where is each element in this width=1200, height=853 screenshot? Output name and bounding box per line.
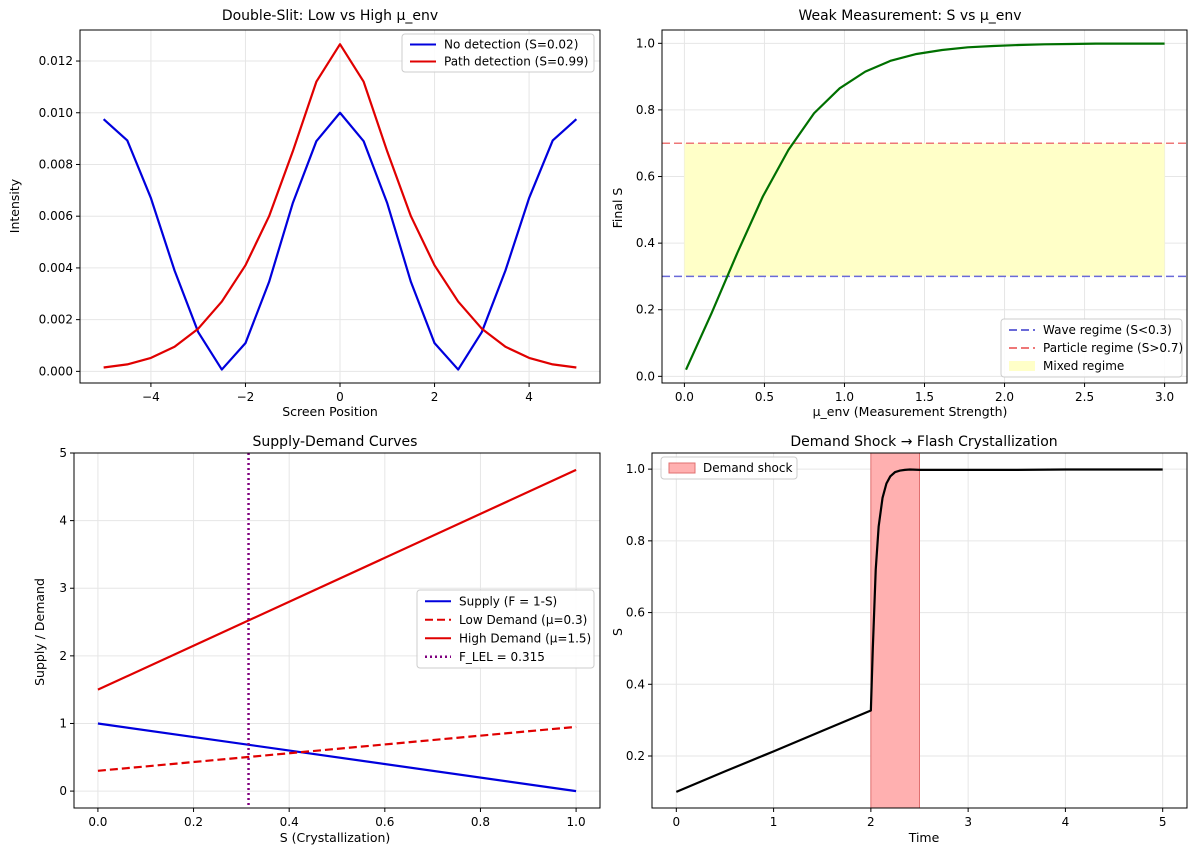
y-tick-label: 0.0 [636,369,655,383]
x-tick-label: 0.2 [184,815,203,829]
demand-shock-panel: Demand Shock → Flash Crystallization Tim… [610,434,1188,845]
legend-label: Mixed regime [1043,359,1124,373]
x-tick-label: 3 [964,815,972,829]
y-axis-title: S [610,628,625,636]
y-tick-label: 0.6 [626,606,645,620]
panel-title: Double-Slit: Low vs High μ_env [222,8,438,24]
y-tick-label: 0.012 [39,54,73,68]
y-tick-label: 0 [59,784,67,798]
panel-title: Demand Shock → Flash Crystallization [790,434,1057,450]
demand-shock-span [870,452,921,809]
series-line [97,722,577,793]
y-tick-label: 0.4 [626,677,645,691]
y-axis-title: Intensity [7,178,22,233]
legend: Supply (F = 1-S) Low Demand (μ=0.3) High D… [416,589,595,669]
series-line [685,42,1165,371]
legend: No detection (S=0.02) Path detection (S=0… [401,33,595,73]
legend: Demand shock [660,456,798,480]
x-tick-label: 3.0 [1155,390,1174,404]
weak-measurement-panel: Weak Measurement: S vs μ_env μ_env (Meas… [610,8,1188,419]
legend-swatch [1009,361,1035,371]
x-tick-label: 2.0 [995,390,1014,404]
x-tick-label: 2 [431,390,439,404]
y-tick-label: 0.004 [39,261,73,275]
x-axis-title: Time [908,830,940,845]
x-tick-label: 4 [525,390,533,404]
mixed-regime-span [684,143,1165,277]
x-tick-label: 1 [770,815,778,829]
y-tick-label: 0.6 [636,170,655,184]
grid [80,30,600,383]
panel-title: Supply-Demand Curves [253,434,418,450]
y-axis-title: Final S [610,188,625,229]
legend-label: F_LEL = 0.315 [459,650,545,664]
legend-box [416,589,595,669]
y-tick-label: 5 [59,446,67,460]
x-tick-label: 1.0 [835,390,854,404]
x-axis-title: μ_env (Measurement Strength) [813,404,1008,419]
x-tick-label: 1.0 [567,815,586,829]
legend-label: Demand shock [703,461,793,475]
double-slit-panel: Double-Slit: Low vs High μ_env Screen Po… [7,8,601,419]
x-tick-label: −2 [237,390,255,404]
y-tick-label: 1.0 [636,36,655,50]
x-tick-label: 4 [1062,815,1070,829]
x-tick-label: 0.0 [88,815,107,829]
legend-label: Particle regime (S>0.7) [1043,341,1183,355]
supply-demand-panel: Supply-Demand Curves S (Crystallization)… [32,434,601,845]
x-tick-label: 2.5 [1075,390,1094,404]
y-tick-label: 4 [59,514,67,528]
x-axis-title: S (Crystallization) [280,830,391,845]
x-tick-label: 0.8 [471,815,490,829]
x-tick-label: 0.0 [675,390,694,404]
y-tick-label: 0.008 [39,157,73,171]
legend-label: Low Demand (μ=0.3) [459,613,587,627]
legend-label: No detection (S=0.02) [444,38,578,52]
x-tick-label: 0.6 [375,815,394,829]
y-tick-label: 0.002 [39,313,73,327]
y-tick-label: 3 [59,581,67,595]
panel-title: Weak Measurement: S vs μ_env [798,8,1021,24]
y-tick-label: 1 [59,716,67,730]
legend-label: High Demand (μ=1.5) [459,631,591,645]
x-tick-label: 2 [867,815,875,829]
x-tick-label: 1.5 [915,390,934,404]
x-tick-label: 0.5 [755,390,774,404]
y-tick-label: 1.0 [626,462,645,476]
legend-box [1000,318,1183,378]
series-line [97,468,577,691]
legend-label: Supply (F = 1-S) [459,594,557,608]
legend-label: Path detection (S=0.99) [444,55,588,69]
y-tick-label: 0.2 [636,303,655,317]
legend-box [401,33,595,73]
x-tick-label: 5 [1159,815,1167,829]
plot-frame [651,452,1188,809]
y-tick-label: 0.8 [636,103,655,117]
plot-frame [73,452,601,809]
x-axis-title: Screen Position [282,404,378,419]
y-tick-label: 2 [59,649,67,663]
x-tick-label: 0 [336,390,344,404]
x-tick-label: 0.4 [280,815,299,829]
legend: Wave regime (S<0.3) Particle regime (S>0.… [1000,318,1183,378]
y-tick-label: 0.2 [626,749,645,763]
series-line [103,43,577,369]
series-line [97,725,577,772]
y-tick-label: 0.006 [39,209,73,223]
x-tick-label: 0 [672,815,680,829]
y-tick-label: 0.8 [626,534,645,548]
x-tick-label: −4 [142,390,160,404]
y-axis-title: Supply / Demand [32,578,47,686]
legend-swatch [668,462,696,474]
series-line [675,468,1163,793]
legend-label: Wave regime (S<0.3) [1043,323,1172,337]
y-tick-label: 0.4 [636,236,655,250]
series-line [102,111,578,371]
y-tick-label: 0.000 [39,364,73,378]
y-tick-label: 0.010 [39,106,73,120]
